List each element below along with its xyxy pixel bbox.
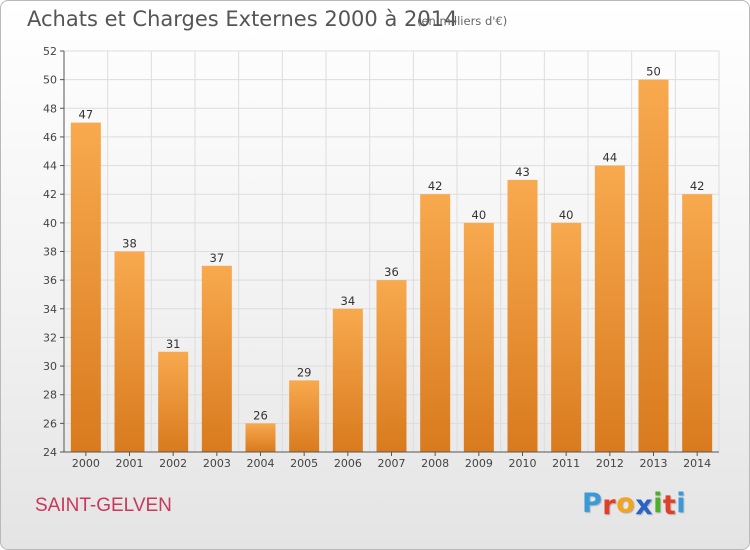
x-tick-label: 2009 xyxy=(465,457,493,470)
data-label: 37 xyxy=(210,251,225,265)
data-label: 50 xyxy=(646,65,661,79)
data-label: 42 xyxy=(428,179,443,193)
bars xyxy=(70,79,713,453)
x-tick-label: 2004 xyxy=(247,457,275,470)
data-label: 34 xyxy=(341,294,356,308)
bar xyxy=(551,222,582,452)
logo-letter: o xyxy=(616,488,636,519)
bar xyxy=(289,380,320,452)
data-label: 36 xyxy=(384,265,399,279)
data-label: 38 xyxy=(122,237,137,251)
data-label: 47 xyxy=(79,108,94,122)
bar xyxy=(682,194,713,452)
y-tick-label: 44 xyxy=(43,160,57,173)
data-labels: 47 38 31 37 26 29 34 36 42 40 43 40 44 50 42 xyxy=(79,65,705,423)
y-tick-label: 46 xyxy=(43,131,57,144)
bar xyxy=(70,122,101,452)
data-label: 42 xyxy=(690,179,705,193)
data-label: 40 xyxy=(559,208,574,222)
y-tick-label: 50 xyxy=(43,74,57,87)
x-tick-label: 2014 xyxy=(683,457,711,470)
x-tick-label: 2005 xyxy=(290,457,318,470)
bar xyxy=(332,308,363,452)
x-tick-label: 2000 xyxy=(72,457,100,470)
y-tick-label: 24 xyxy=(43,446,57,459)
y-tick-label: 42 xyxy=(43,188,57,201)
chart-title: Achats et Charges Externes 2000 à 2014 xyxy=(27,7,458,31)
x-tick-label: 2006 xyxy=(334,457,362,470)
y-tick-labels: 24 26 28 30 32 34 36 38 40 42 44 46 48 50 52 xyxy=(43,45,64,459)
x-tick-labels: 2000 2001 2002 2003 2004 2005 2006 2007 2008 2009… xyxy=(72,452,711,470)
y-tick-label: 28 xyxy=(43,389,57,402)
bar xyxy=(420,194,451,452)
chart-unit: (en milliers d'€) xyxy=(417,14,508,28)
x-tick-label: 2012 xyxy=(596,457,624,470)
x-tick-label: 2013 xyxy=(640,457,668,470)
y-tick-label: 40 xyxy=(43,217,57,230)
x-tick-label: 2008 xyxy=(421,457,449,470)
data-label: 26 xyxy=(253,408,268,422)
y-tick-label: 34 xyxy=(43,303,57,316)
x-tick-label: 2003 xyxy=(203,457,231,470)
logo-letter: r xyxy=(602,490,617,521)
bar xyxy=(158,351,189,452)
logo-letter: x xyxy=(635,490,654,521)
y-tick-label: 52 xyxy=(43,45,57,58)
data-label: 44 xyxy=(603,151,618,165)
logo-letter: t xyxy=(662,490,677,521)
logo-letter: P xyxy=(582,488,603,519)
proxiti-logo: Proxiti xyxy=(582,488,687,521)
y-tick-label: 36 xyxy=(43,274,57,287)
bar xyxy=(245,423,276,452)
y-tick-label: 30 xyxy=(43,360,57,373)
bar xyxy=(507,179,538,452)
bar xyxy=(638,79,669,453)
x-tick-label: 2001 xyxy=(116,457,144,470)
bar xyxy=(376,280,407,452)
bar xyxy=(594,165,625,453)
logo-letter: i xyxy=(676,488,687,519)
y-tick-label: 38 xyxy=(43,246,57,259)
data-label: 40 xyxy=(472,208,487,222)
data-label: 29 xyxy=(297,365,312,379)
x-tick-label: 2010 xyxy=(509,457,537,470)
bar xyxy=(463,222,494,452)
commune-name: SAINT-GELVEN xyxy=(35,495,172,516)
data-label: 31 xyxy=(166,337,181,351)
y-tick-label: 32 xyxy=(43,331,57,344)
logo-letter: i xyxy=(653,488,663,519)
bar xyxy=(201,265,232,452)
bar xyxy=(114,251,145,452)
y-tick-label: 48 xyxy=(43,102,57,115)
data-label: 43 xyxy=(515,165,530,179)
y-tick-label: 26 xyxy=(43,417,57,430)
x-tick-label: 2002 xyxy=(159,457,187,470)
x-tick-label: 2007 xyxy=(378,457,406,470)
x-tick-label: 2011 xyxy=(552,457,580,470)
